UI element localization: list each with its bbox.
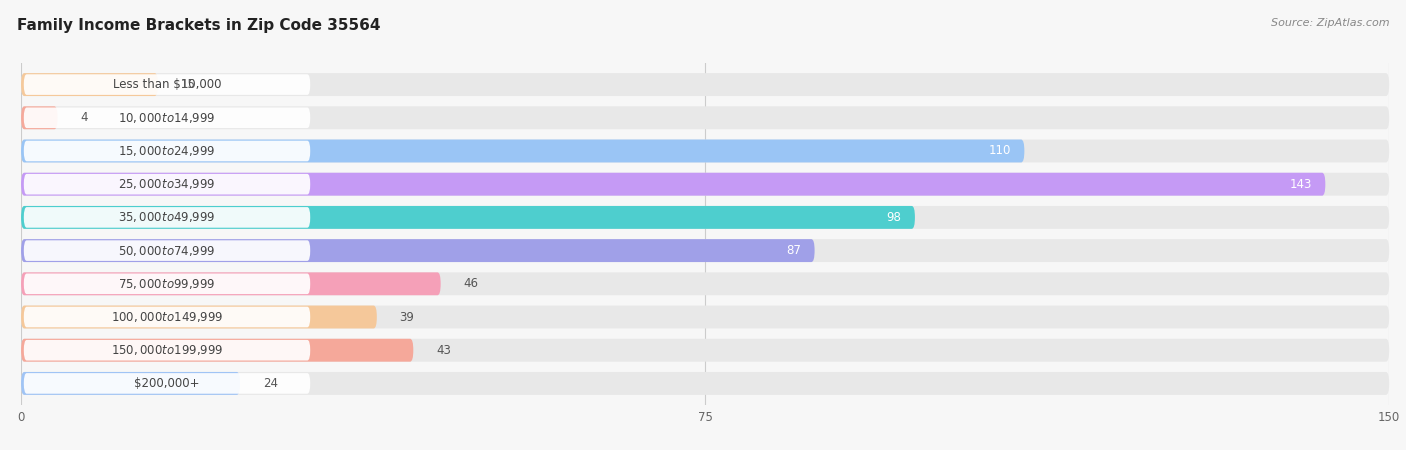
- Text: Source: ZipAtlas.com: Source: ZipAtlas.com: [1271, 18, 1389, 28]
- FancyBboxPatch shape: [21, 306, 377, 328]
- FancyBboxPatch shape: [21, 372, 1389, 395]
- Text: $35,000 to $49,999: $35,000 to $49,999: [118, 211, 215, 225]
- Text: $50,000 to $74,999: $50,000 to $74,999: [118, 243, 215, 257]
- FancyBboxPatch shape: [21, 339, 413, 362]
- FancyBboxPatch shape: [24, 108, 311, 128]
- FancyBboxPatch shape: [21, 173, 1326, 196]
- Text: 24: 24: [263, 377, 278, 390]
- FancyBboxPatch shape: [21, 339, 1389, 362]
- Text: 46: 46: [464, 277, 478, 290]
- Text: $25,000 to $34,999: $25,000 to $34,999: [118, 177, 215, 191]
- FancyBboxPatch shape: [21, 140, 1025, 162]
- FancyBboxPatch shape: [21, 73, 157, 96]
- FancyBboxPatch shape: [21, 173, 1389, 196]
- FancyBboxPatch shape: [21, 372, 240, 395]
- FancyBboxPatch shape: [21, 306, 1389, 328]
- Text: $100,000 to $149,999: $100,000 to $149,999: [111, 310, 224, 324]
- FancyBboxPatch shape: [21, 206, 915, 229]
- FancyBboxPatch shape: [24, 373, 311, 394]
- Text: Less than $10,000: Less than $10,000: [112, 78, 221, 91]
- Text: $10,000 to $14,999: $10,000 to $14,999: [118, 111, 215, 125]
- Text: 110: 110: [988, 144, 1011, 158]
- Text: $15,000 to $24,999: $15,000 to $24,999: [118, 144, 215, 158]
- FancyBboxPatch shape: [21, 239, 814, 262]
- FancyBboxPatch shape: [24, 240, 311, 261]
- FancyBboxPatch shape: [24, 307, 311, 327]
- FancyBboxPatch shape: [21, 106, 58, 129]
- Text: $150,000 to $199,999: $150,000 to $199,999: [111, 343, 224, 357]
- FancyBboxPatch shape: [21, 272, 1389, 295]
- Text: 87: 87: [786, 244, 801, 257]
- FancyBboxPatch shape: [24, 141, 311, 161]
- FancyBboxPatch shape: [24, 174, 311, 194]
- Text: Family Income Brackets in Zip Code 35564: Family Income Brackets in Zip Code 35564: [17, 18, 381, 33]
- FancyBboxPatch shape: [21, 106, 1389, 129]
- FancyBboxPatch shape: [24, 340, 311, 360]
- FancyBboxPatch shape: [21, 206, 1389, 229]
- Text: 39: 39: [399, 310, 415, 324]
- Text: 43: 43: [436, 344, 451, 357]
- Text: 15: 15: [181, 78, 195, 91]
- FancyBboxPatch shape: [24, 74, 311, 95]
- FancyBboxPatch shape: [24, 274, 311, 294]
- Text: 143: 143: [1289, 178, 1312, 191]
- FancyBboxPatch shape: [21, 140, 1389, 162]
- Text: 4: 4: [80, 111, 87, 124]
- Text: $75,000 to $99,999: $75,000 to $99,999: [118, 277, 215, 291]
- FancyBboxPatch shape: [24, 207, 311, 228]
- FancyBboxPatch shape: [21, 239, 1389, 262]
- Text: $200,000+: $200,000+: [134, 377, 200, 390]
- Text: 98: 98: [886, 211, 901, 224]
- FancyBboxPatch shape: [21, 73, 1389, 96]
- FancyBboxPatch shape: [21, 272, 440, 295]
